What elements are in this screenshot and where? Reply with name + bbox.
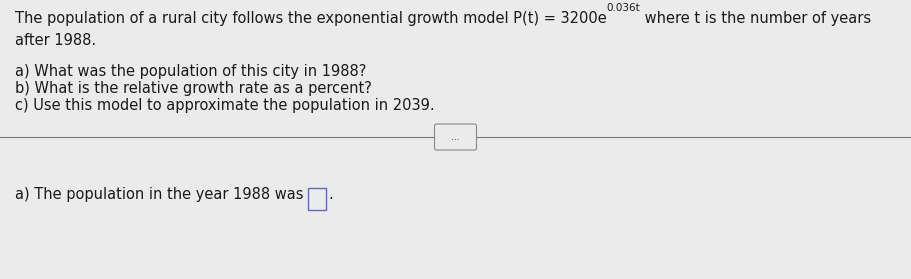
Text: after 1988.: after 1988. <box>15 33 97 48</box>
Text: a) What was the population of this city in 1988?: a) What was the population of this city … <box>15 64 366 79</box>
Text: .: . <box>329 187 333 202</box>
Text: 0.036t: 0.036t <box>607 3 640 13</box>
Bar <box>308 188 325 210</box>
Text: ...: ... <box>451 133 460 141</box>
Text: The population of a rural city follows the exponential growth model P(t) = 3200e: The population of a rural city follows t… <box>15 11 607 26</box>
Text: where t is the number of years: where t is the number of years <box>640 11 872 26</box>
Text: b) What is the relative growth rate as a percent?: b) What is the relative growth rate as a… <box>15 81 372 96</box>
Text: c) Use this model to approximate the population in 2039.: c) Use this model to approximate the pop… <box>15 98 435 113</box>
FancyBboxPatch shape <box>435 124 476 150</box>
Text: a) The population in the year 1988 was: a) The population in the year 1988 was <box>15 187 303 202</box>
